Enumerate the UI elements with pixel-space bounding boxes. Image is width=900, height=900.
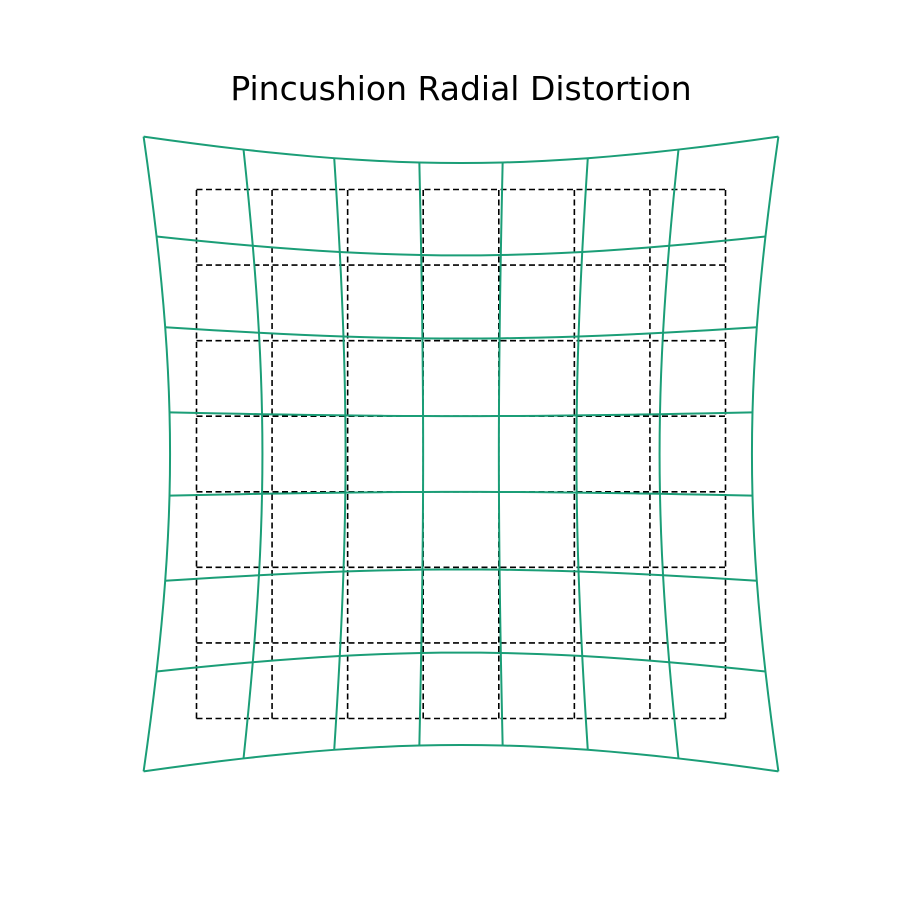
distorted-vertical-line [497, 162, 504, 746]
distorted-horizontal-line [169, 490, 753, 497]
distorted-vertical-line [750, 136, 780, 772]
distorted-horizontal-line [143, 135, 779, 165]
distorted-horizontal-line [143, 743, 779, 773]
distorted-vertical-line [142, 136, 172, 772]
distorted-vertical-line [333, 158, 347, 750]
distorted-vertical-line [418, 162, 425, 746]
figure-title: Pincushion Radial Distortion [230, 69, 691, 108]
distorted-horizontal-line [156, 651, 766, 673]
distorted-vertical-line [658, 149, 680, 759]
distorted-grid [142, 135, 780, 773]
distorted-horizontal-line [156, 235, 766, 257]
reference-grid [195, 188, 727, 720]
distorted-vertical-line [575, 158, 589, 750]
distorted-horizontal-line [165, 568, 757, 582]
distorted-horizontal-line [169, 411, 753, 418]
distorted-horizontal-line [165, 326, 757, 340]
distorted-vertical-line [242, 149, 264, 759]
